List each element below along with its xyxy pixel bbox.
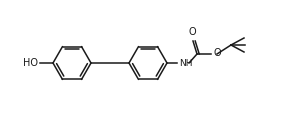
Text: O: O [188,27,196,37]
Text: NH: NH [179,58,192,68]
Text: O: O [213,48,221,58]
Text: HO: HO [23,58,38,68]
